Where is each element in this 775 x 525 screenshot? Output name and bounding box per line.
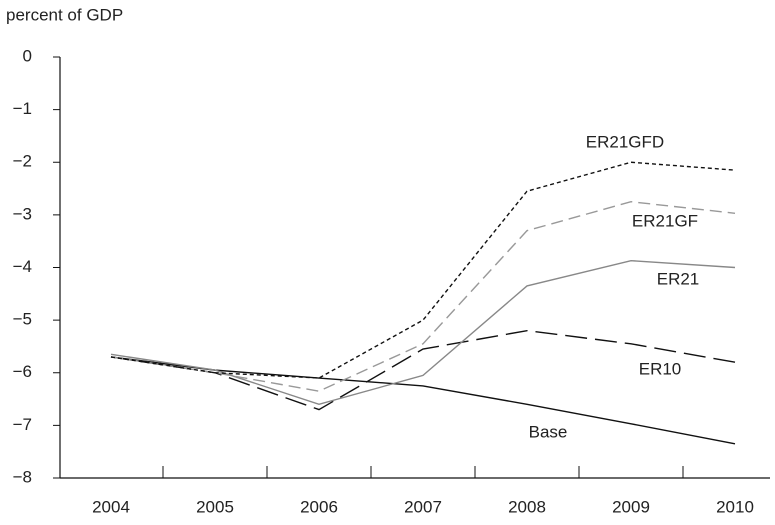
x-tick-label: 2004	[92, 497, 130, 516]
x-tick-label: 2008	[508, 497, 546, 516]
series-label: ER21GFD	[586, 132, 664, 151]
x-tick-label: 2005	[196, 497, 234, 516]
y-tick-label: 0	[23, 46, 32, 65]
y-tick-label: −3	[13, 204, 32, 223]
y-tick-label: −6	[13, 362, 32, 381]
series-label: ER10	[639, 359, 682, 378]
y-axis-label: percent of GDP	[6, 5, 123, 24]
y-tick-label: −5	[13, 310, 32, 329]
series-label: Base	[529, 422, 568, 441]
y-tick-label: −4	[13, 257, 32, 276]
y-tick-label: −8	[13, 467, 32, 486]
series-label: ER21	[657, 269, 700, 288]
series-line	[110, 161, 736, 379]
series-line	[110, 259, 736, 406]
y-tick-label: −7	[13, 415, 32, 434]
x-tick-label: 2006	[300, 497, 338, 516]
y-tick-label: −2	[13, 152, 32, 171]
series-line	[110, 201, 736, 392]
x-tick-label: 2009	[612, 497, 650, 516]
x-tick-label: 2010	[716, 497, 754, 516]
y-tick-label: −1	[13, 99, 32, 118]
x-tick-label: 2007	[404, 497, 442, 516]
series-label: ER21GF	[632, 211, 698, 230]
